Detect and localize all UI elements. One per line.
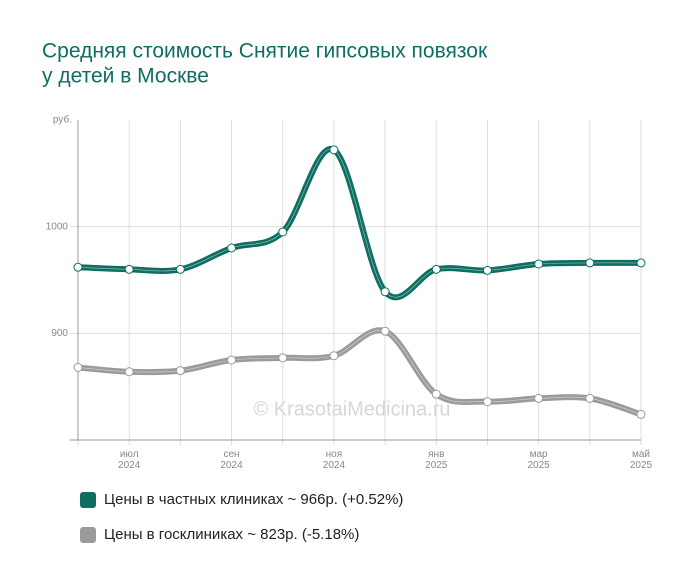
point xyxy=(431,264,441,274)
x-tick-label: ноя 2024 xyxy=(323,449,346,471)
x-tick-label: май 2025 xyxy=(630,449,653,471)
watermark: © KrasotaiMedicina.ru xyxy=(253,398,450,420)
point xyxy=(329,351,339,361)
point xyxy=(329,145,339,155)
x-tick-label: июл 2024 xyxy=(118,449,141,471)
point xyxy=(175,366,185,376)
series-line xyxy=(77,146,642,301)
point xyxy=(380,287,390,297)
legend-swatch xyxy=(80,527,96,543)
point xyxy=(585,258,595,268)
y-tick-label: 900 xyxy=(51,328,68,339)
legend-label: Цены в госклиниках ~ 823р. (-5.18%) xyxy=(104,526,359,543)
point xyxy=(380,326,390,336)
x-tick-label: янв 2025 xyxy=(425,449,448,471)
point xyxy=(124,367,134,377)
point xyxy=(482,265,492,275)
point xyxy=(73,362,83,372)
point xyxy=(534,393,544,403)
point xyxy=(278,227,288,237)
point xyxy=(636,409,646,419)
point xyxy=(636,258,646,268)
point xyxy=(124,264,134,274)
point xyxy=(227,243,237,253)
chart-title: Средняя стоимость Снятие гипсовых повязо… xyxy=(42,40,488,63)
point xyxy=(73,262,83,272)
point xyxy=(175,264,185,274)
point xyxy=(585,393,595,403)
y-tick-label: 1000 xyxy=(46,221,69,232)
y-axis-label: руб. xyxy=(53,114,72,126)
x-tick-label: сен 2024 xyxy=(220,449,243,471)
point xyxy=(278,353,288,363)
point xyxy=(431,389,441,399)
legend-label: Цены в частных клиниках ~ 966р. (+0.52%) xyxy=(104,491,403,508)
point xyxy=(227,355,237,365)
chart-title: у детей в Москве xyxy=(42,65,209,88)
point xyxy=(482,397,492,407)
x-tick-label: мар 2025 xyxy=(528,449,551,471)
legend-swatch xyxy=(80,492,96,508)
point xyxy=(534,259,544,269)
